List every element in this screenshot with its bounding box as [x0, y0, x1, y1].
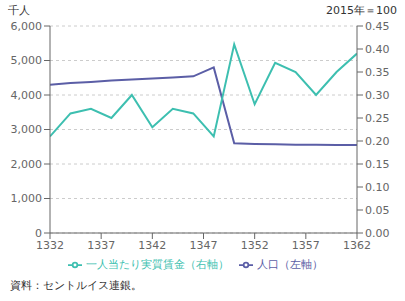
svg-text:1352: 1352	[241, 239, 269, 252]
svg-text:0.20: 0.20	[365, 135, 390, 148]
svg-text:0.15: 0.15	[365, 158, 390, 171]
svg-text:1,000: 1,000	[11, 192, 43, 205]
svg-text:1347: 1347	[190, 239, 218, 252]
svg-text:2,000: 2,000	[11, 158, 43, 171]
svg-text:6,000: 6,000	[11, 20, 43, 33]
svg-text:1332: 1332	[36, 239, 64, 252]
svg-text:5,000: 5,000	[11, 54, 43, 67]
svg-text:0.35: 0.35	[365, 66, 390, 79]
html-text:千人: 千人	[8, 4, 30, 17]
svg-text:0.25: 0.25	[365, 112, 390, 125]
svg-text:0.05: 0.05	[365, 204, 390, 217]
svg-text:0.45: 0.45	[365, 20, 390, 33]
html-text:資料：セントルイス連銀。: 資料：セントルイス連銀。	[10, 279, 142, 292]
svg-text:0.10: 0.10	[365, 181, 390, 194]
svg-text:0.30: 0.30	[365, 89, 390, 102]
svg-text:1342: 1342	[138, 239, 166, 252]
html-text:人口（左軸）: 人口（左軸）	[257, 258, 323, 271]
svg-text:1362: 1362	[343, 239, 371, 252]
svg-text:1337: 1337	[87, 239, 115, 252]
svg-text:1357: 1357	[292, 239, 320, 252]
svg-text:0: 0	[35, 227, 42, 240]
html-text:2015年＝100: 2015年＝100	[326, 4, 397, 17]
svg-text:0.00: 0.00	[365, 227, 390, 240]
svg-text:4,000: 4,000	[11, 89, 43, 102]
html-text:一人当たり実質賃金（右軸）: 一人当たり実質賃金（右軸）	[86, 258, 229, 271]
svg-text:3,000: 3,000	[11, 123, 43, 136]
svg-text:0.40: 0.40	[365, 43, 390, 56]
